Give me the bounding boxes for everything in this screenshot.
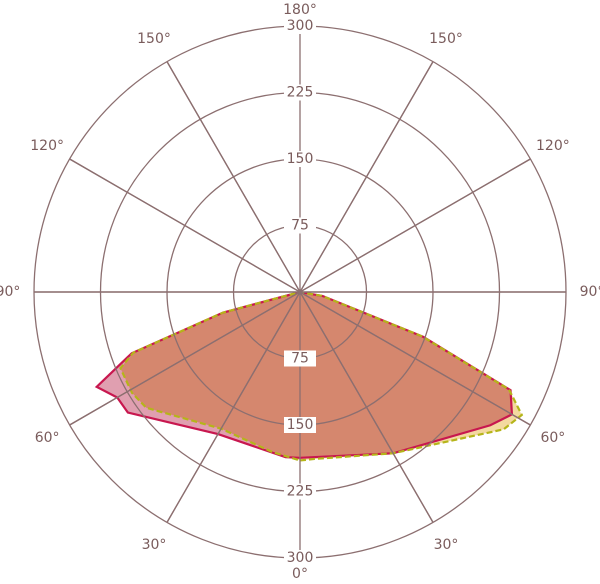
label-background: [284, 550, 316, 566]
label-background: [284, 84, 316, 101]
angle-tick-label: 120°: [30, 138, 64, 154]
angle-tick-label: 90°: [580, 284, 600, 300]
angle-tick-label: 60°: [35, 430, 60, 446]
label-background: [284, 483, 316, 500]
radial-tick-label: 300: [287, 550, 314, 566]
radial-tick-label: 75: [291, 218, 309, 234]
radial-tick-label: 225: [287, 484, 314, 500]
angle-tick-label: 60°: [540, 430, 565, 446]
label-background: [284, 18, 316, 34]
angle-tick-label: 30°: [434, 537, 459, 553]
series-layer: [94, 290, 524, 462]
angle-tick-label: 150°: [429, 31, 463, 47]
label-background: [284, 350, 316, 367]
angle-tick-label: 90°: [0, 284, 20, 300]
label-background: [284, 417, 316, 433]
radial-tick-label: 225: [287, 85, 314, 101]
label-background: [284, 151, 316, 167]
radial-tick-label: 150: [287, 151, 314, 167]
series-outline: [94, 290, 514, 459]
radial-tick-label: 150: [287, 417, 314, 433]
angle-tick-label: 120°: [536, 138, 570, 154]
radial-tick-label: 75: [291, 351, 309, 367]
series-area: [96, 292, 512, 458]
angle-tick-label: 150°: [137, 31, 171, 47]
radial-tick-label: 300: [287, 18, 314, 34]
angle-tick-label: 180°: [283, 2, 317, 18]
label-background: [284, 217, 316, 234]
grid-layer: [33, 25, 567, 559]
angle-tick-label: 30°: [142, 537, 167, 553]
angle-tick-label: 0°: [292, 566, 308, 582]
